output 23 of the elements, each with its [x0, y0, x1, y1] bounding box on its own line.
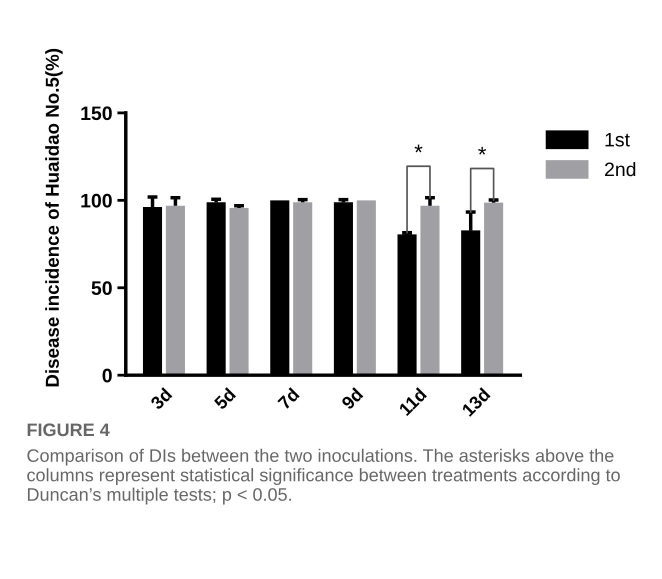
bar	[484, 202, 504, 376]
x-tick-label: 13d	[460, 387, 491, 417]
caption: FIGURE 4	[28, 423, 110, 436]
bar	[420, 206, 440, 376]
x-tick-label: 3d	[149, 387, 173, 410]
annotation: *	[478, 146, 486, 155]
annotation: *	[414, 144, 422, 152]
legend-label: 2nd	[605, 162, 636, 176]
x-tick-label: 11d	[398, 387, 428, 416]
x-tick-label: 7d	[276, 387, 300, 410]
y-tick-label: 150	[81, 106, 112, 120]
bar	[293, 202, 312, 376]
bar	[166, 206, 185, 376]
bar	[230, 208, 249, 376]
y-tick-label: 50	[92, 281, 112, 295]
legend-label: 1st	[606, 132, 630, 147]
y-tick-label: 0	[102, 368, 112, 382]
y-tick-label: 100	[81, 194, 112, 208]
y-axis-title: Disease incidence of Huaidao No.5(%)	[45, 48, 63, 386]
x-tick-label: 5d	[213, 387, 236, 410]
x-tick-label: 9d	[340, 387, 364, 410]
bar	[356, 200, 376, 376]
text: Comparison of DIs between the two inoculations. The asterisks above the columns represent statistical significance between treatments according to Duncan’s multiple tests; p < 0.05.	[27, 448, 620, 504]
